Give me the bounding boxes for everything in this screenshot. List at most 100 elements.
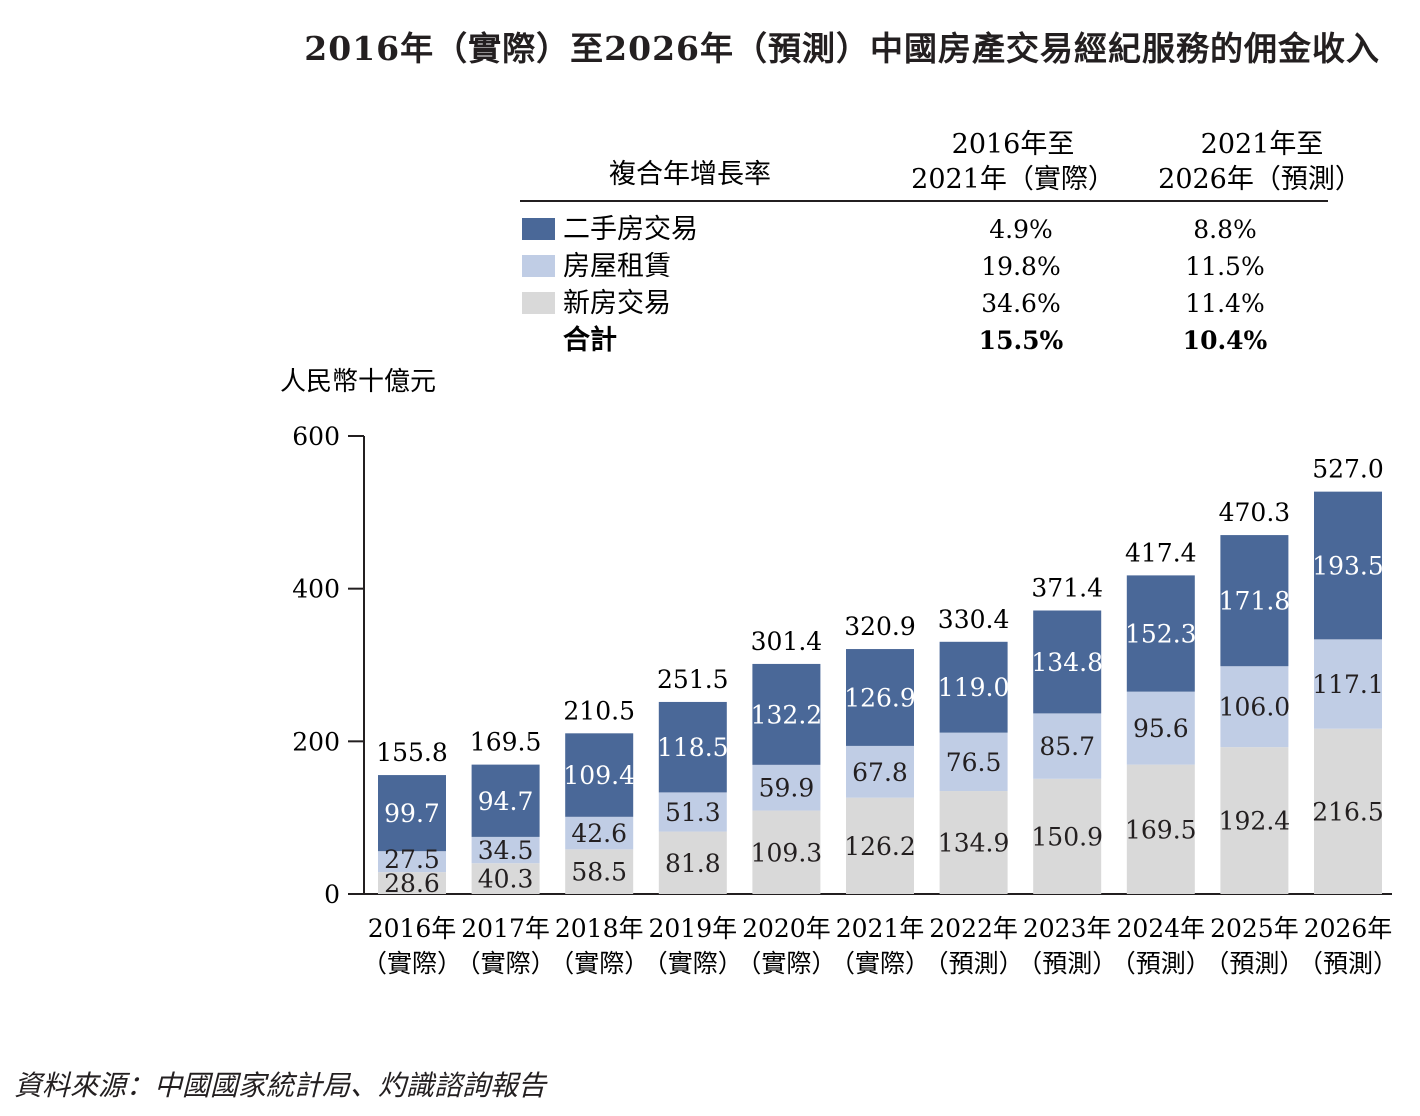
cagr-col1-header-line2: 2021年（實際）: [911, 164, 1115, 195]
x-tick-sublabel: （實際）: [549, 949, 649, 978]
bar-segment: [1033, 610, 1102, 714]
x-tick-sublabel: （實際）: [456, 949, 556, 978]
cagr-value: 11.5%: [1185, 252, 1264, 281]
bar-value-label: 193.5: [1312, 551, 1384, 580]
source-note: 資料來源：中國國家統計局、灼識諮詢報告: [14, 1069, 547, 1102]
bar-value-label: 58.5: [571, 858, 627, 887]
x-tick-sublabel: （預測）: [1111, 949, 1211, 978]
legend-label: 房屋租賃: [563, 251, 671, 282]
bar-value-label: 150.9: [1031, 822, 1103, 851]
x-tick-label: 2018年: [555, 914, 644, 943]
x-tick-label: 2021年: [836, 914, 925, 943]
bar-value-label: 118.5: [657, 733, 729, 762]
x-tick-sublabel: （預測）: [1204, 949, 1304, 978]
bar-segment: [471, 764, 540, 837]
bar-value-label: 51.3: [665, 798, 721, 827]
x-tick-sublabel: （預測）: [924, 949, 1024, 978]
bar-segment: [378, 851, 446, 873]
x-tick-sublabel: （預測）: [1017, 949, 1117, 978]
cagr-col2-header-line2: 2026年（預測）: [1158, 164, 1362, 195]
bar-segment: [1314, 728, 1382, 894]
bar-segment: [565, 816, 634, 850]
bar-total-label: 155.8: [376, 738, 448, 767]
bar-total-label: 330.4: [938, 605, 1010, 634]
bar-value-label: 27.5: [384, 845, 440, 874]
bar-segment: [1220, 535, 1289, 667]
x-tick-label: 2019年: [648, 914, 737, 943]
bar-segment: [1314, 491, 1382, 640]
bar-segment: [939, 641, 1008, 733]
x-tick-label: 2022年: [929, 914, 1018, 943]
bar-segment: [1126, 575, 1195, 692]
legend-swatch: [522, 218, 555, 240]
bar-value-label: 106.0: [1219, 693, 1291, 722]
bar-value-label: 109.3: [751, 838, 823, 867]
bar-value-label: 99.7: [384, 799, 440, 828]
bar-segment: [1033, 778, 1102, 894]
legend-label: 二手房交易: [563, 214, 698, 245]
bar-value-label: 40.3: [478, 865, 534, 894]
bar-segment: [471, 863, 540, 894]
bar-total-label: 470.3: [1219, 498, 1291, 527]
bar-value-label: 85.7: [1039, 732, 1095, 761]
bar-value-label: 34.5: [478, 836, 534, 865]
cagr-header-label: 複合年增長率: [609, 159, 771, 190]
bar-value-label: 94.7: [478, 787, 534, 816]
bar-value-label: 67.8: [852, 758, 908, 787]
y-axis-title: 人民幣十億元: [280, 367, 436, 397]
bar-segment: [1033, 713, 1102, 779]
bar-value-label: 126.2: [844, 832, 916, 861]
bar-segment: [752, 764, 821, 811]
cagr-value: 4.9%: [989, 215, 1053, 244]
bar-total-label: 320.9: [844, 612, 916, 641]
cagr-col1-header-line1: 2016年至: [952, 129, 1075, 160]
bar-segment: [471, 836, 540, 864]
bar-value-label: 134.8: [1031, 648, 1103, 677]
bar-segment: [1220, 747, 1289, 894]
x-tick-label: 2017年: [461, 914, 550, 943]
x-tick-label: 2020年: [742, 914, 831, 943]
bar-segment: [1314, 639, 1382, 729]
bar-segment: [846, 797, 914, 894]
bar-value-label: 95.6: [1133, 714, 1189, 743]
y-tick-label: 600: [292, 422, 340, 451]
bar-value-label: 81.8: [665, 849, 721, 878]
bar-value-label: 42.6: [571, 819, 627, 848]
cagr-table: 複合年增長率 2016年至 2021年（實際） 2021年至 2026年（預測）…: [520, 129, 1362, 356]
bar-segment: [378, 775, 446, 852]
cagr-value: 19.8%: [981, 252, 1060, 281]
bar-value-label: 59.9: [759, 774, 815, 803]
x-tick-label: 2016年: [368, 914, 457, 943]
cagr-value: 8.8%: [1193, 215, 1257, 244]
bar-segment: [1126, 764, 1195, 894]
bar-value-label: 76.5: [946, 748, 1002, 777]
legend-label: 合計: [563, 324, 617, 356]
cagr-value: 34.6%: [981, 289, 1060, 318]
bar-value-label: 126.9: [844, 683, 916, 712]
bar-segment: [1220, 666, 1289, 748]
bar-segment: [846, 649, 914, 746]
bar-segment: [658, 701, 727, 793]
x-tick-label: 2026年: [1304, 914, 1393, 943]
bar-value-label: 117.1: [1312, 670, 1384, 699]
bar-segment: [939, 732, 1008, 792]
x-tick-sublabel: （預測）: [1298, 949, 1398, 978]
bar-value-label: 169.5: [1125, 815, 1197, 844]
bar-value-label: 132.2: [751, 700, 823, 729]
bar-total-label: 210.5: [563, 696, 635, 725]
x-tick-label: 2024年: [1116, 914, 1205, 943]
bar-total-label: 169.5: [470, 728, 542, 757]
bar-value-label: 192.4: [1219, 807, 1291, 836]
bar-segment: [565, 733, 634, 817]
bar-total-label: 251.5: [657, 665, 729, 694]
x-tick-sublabel: （實際）: [736, 949, 836, 978]
bar-value-label: 152.3: [1125, 620, 1197, 649]
x-tick-label: 2025年: [1210, 914, 1299, 943]
y-tick-label: 400: [292, 575, 340, 604]
bar-segment: [752, 810, 821, 894]
bar-value-label: 28.6: [384, 869, 440, 898]
bar-value-label: 119.0: [938, 673, 1010, 702]
cagr-value: 10.4%: [1183, 326, 1268, 355]
y-tick-label: 0: [324, 880, 340, 909]
